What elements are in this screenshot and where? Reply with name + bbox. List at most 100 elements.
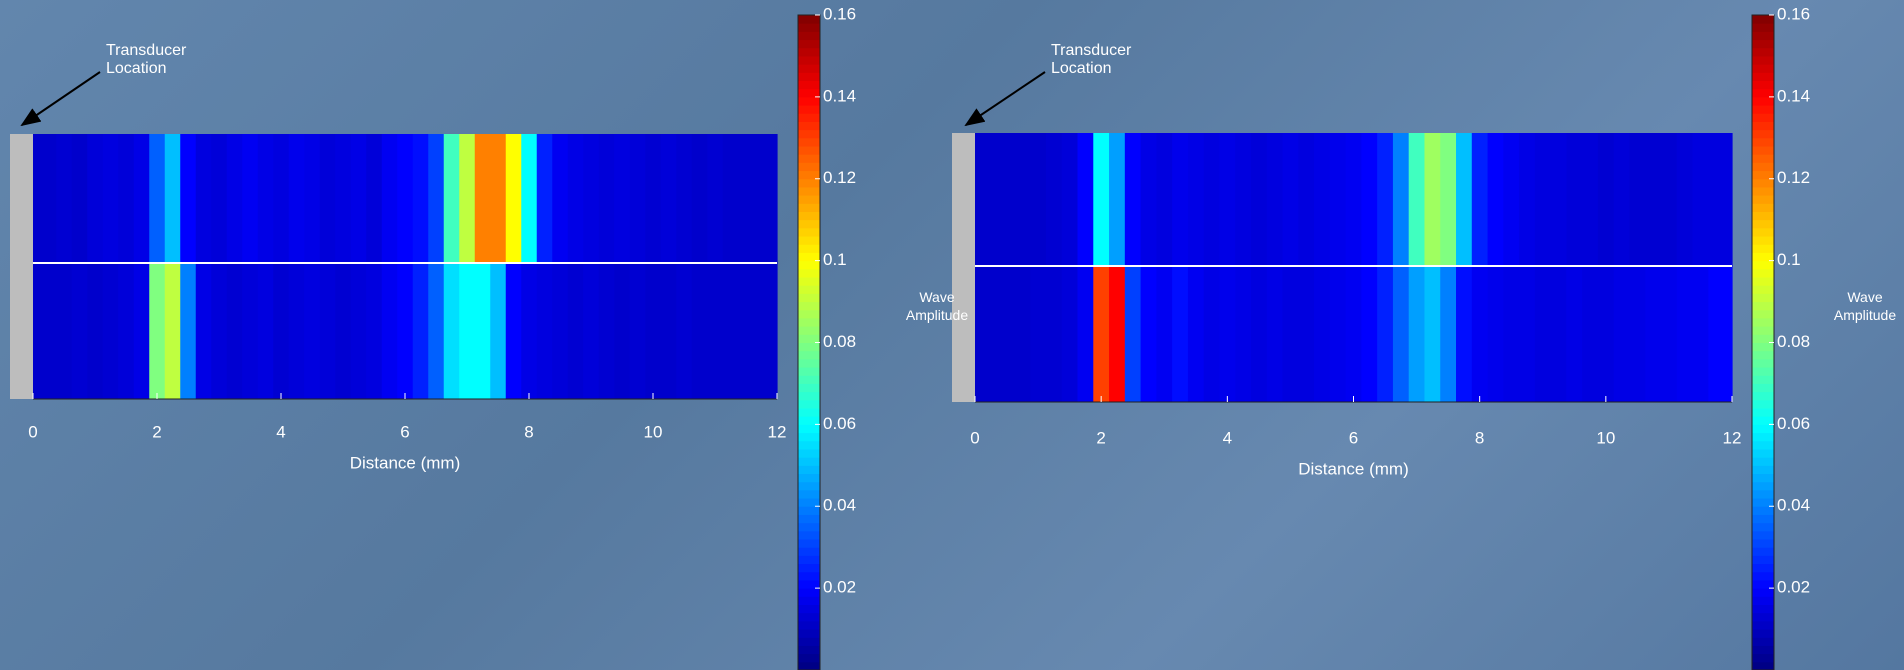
heat-cell [707,263,724,399]
heat-cell [1597,133,1615,266]
heat-cell [1314,133,1331,266]
heat-cell [1235,266,1252,402]
heat-cell [350,134,367,263]
heat-cell [319,263,336,399]
colorbar-segment [1752,236,1774,245]
heat-cell [567,263,584,399]
heat-cell [1392,266,1410,402]
heat-cell [982,133,1000,266]
heat-cell [1566,266,1583,402]
colorbar-segment [798,88,820,98]
colorbar-segment [798,424,820,434]
heat-cell [1392,133,1410,266]
colorbar-segment [1752,31,1774,41]
colorbar-segment [1752,432,1774,442]
colorbar-segment [1752,146,1774,155]
colorbar-segment [1752,375,1774,384]
colorbar-tick-label: 0.16 [1777,4,1810,23]
heat-cell [211,134,228,263]
colorbar-segment [798,522,820,532]
heat-cell [1077,266,1094,402]
colorbar-tick-label: 0.08 [1777,332,1810,351]
heat-cell [1140,266,1157,402]
heat-cell [1597,266,1615,402]
colorbar-segment [798,285,820,294]
x-tick-label: 0 [28,422,37,441]
colorbar-segment [798,326,820,335]
colorbar-tick-label: 0.12 [1777,168,1810,187]
colorbar-segment [1752,506,1774,515]
heat-cell [645,134,662,263]
heat-cell [226,134,243,263]
heat-cell [1471,266,1489,402]
colorbar-segment [1752,408,1774,417]
heat-cell [567,134,584,263]
heat-cell [521,263,538,399]
colorbar-segment [798,154,820,163]
heat-cell [366,134,383,263]
colorbar-segment [798,481,820,491]
heat-cell [1550,266,1568,402]
heat-cell [598,263,615,399]
heat-cell [1140,133,1157,266]
colorbar-segment [1752,334,1774,343]
heat-cell [428,134,445,263]
colorbar-segment [1752,555,1774,565]
colorbar-tick-label: 0.02 [1777,578,1810,597]
heat-cell [1187,133,1205,266]
heat-cell [1676,266,1694,402]
heat-cell [1045,133,1063,266]
heat-cell [536,263,553,399]
colorbar-segment [798,334,820,343]
colorbar-segment [798,489,820,499]
colorbar-segment [1752,186,1774,196]
heat-cell [304,134,321,263]
heat-cell [474,263,491,399]
heat-cell [722,263,739,399]
heat-cell [1014,266,1031,402]
heat-cell [1314,266,1331,402]
heat-cell [335,134,352,263]
heat-cell [629,263,646,399]
colorbar-segment [1752,317,1774,327]
colorbar-segment [1752,55,1774,65]
colorbar-segment [798,555,820,565]
colorbar-segment [1752,277,1774,286]
colorbar-segment [1752,72,1774,81]
heat-cell [1282,133,1299,266]
colorbar-tick-label: 0.1 [823,250,847,269]
transducer [10,134,33,399]
colorbar-segment [1752,121,1774,131]
colorbar-segment [1752,88,1774,98]
colorbar-segment [1752,203,1774,212]
colorbar-segment [798,23,820,32]
heat-cell [1045,266,1063,402]
heat-cell [273,134,290,263]
colorbar-segment [798,539,820,548]
heat-cell [1250,133,1268,266]
heat-cell [1329,266,1347,402]
colorbar-segment [1752,653,1774,663]
heat-cell [1377,133,1394,266]
heat-cell [1676,133,1694,266]
colorbar-tick-label: 0.16 [823,4,856,23]
heat-cell [133,263,150,399]
x-tick-label: 6 [1349,428,1358,447]
heat-cell [738,134,755,263]
colorbar-segment [798,620,820,630]
heat-cell [1172,133,1189,266]
colorbar-segment [798,448,820,458]
colorbar-segment [1752,547,1774,556]
colorbar-segment [1752,162,1774,172]
colorbar-segment [798,105,820,114]
colorbar-segment [1752,440,1774,450]
colorbar-segment [798,195,820,204]
colorbar-segment [798,530,820,540]
colorbar-segment [798,383,820,393]
heat-cell [1629,133,1646,266]
heat-cell [71,263,88,399]
colorbar-segment [1752,596,1774,605]
heat-cell [1456,266,1473,402]
heat-cell [998,133,1016,266]
